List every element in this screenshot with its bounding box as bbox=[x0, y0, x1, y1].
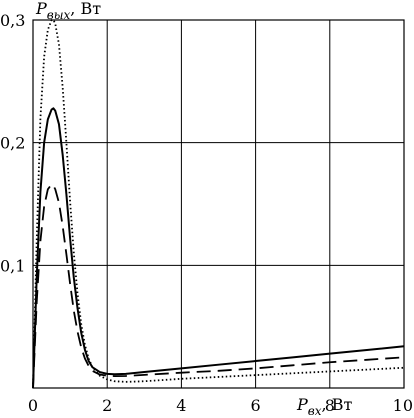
y-axis-label-unit: , Вт bbox=[70, 0, 101, 18]
x-tick-label: 6 bbox=[251, 396, 261, 415]
grid bbox=[33, 20, 404, 388]
y-axis-label: Pвых, Вт bbox=[35, 0, 101, 22]
x-axis-label-unit: , Вт bbox=[322, 395, 353, 414]
series-group bbox=[32, 19, 405, 389]
x-tick-label: 10 bbox=[393, 396, 413, 415]
y-tick-label: 0,2 bbox=[0, 134, 25, 153]
x-tick-label: 0 bbox=[28, 396, 38, 415]
x-tick-label: 4 bbox=[176, 396, 186, 415]
x-axis-label-subscript: вх bbox=[308, 404, 322, 418]
series-line-solid bbox=[32, 107, 405, 389]
x-tick-label: 2 bbox=[102, 396, 112, 415]
y-axis-label-subscript: вых bbox=[47, 8, 71, 22]
x-axis-label: Pвх, Вт bbox=[296, 395, 352, 418]
x-tick-label: 8 bbox=[325, 396, 335, 415]
y-axis-label-symbol: P bbox=[35, 0, 47, 18]
y-tick-label: 0,3 bbox=[0, 11, 25, 30]
plot-frame bbox=[32, 19, 405, 389]
x-axis-label-symbol: P bbox=[296, 395, 308, 414]
series-line-dashed bbox=[32, 183, 405, 389]
tick-labels: 0 2 4 6 8 10 0,1 0,2 0,3 bbox=[0, 11, 413, 415]
y-tick-label: 0,1 bbox=[0, 256, 25, 275]
series-line-dotted bbox=[32, 19, 405, 389]
